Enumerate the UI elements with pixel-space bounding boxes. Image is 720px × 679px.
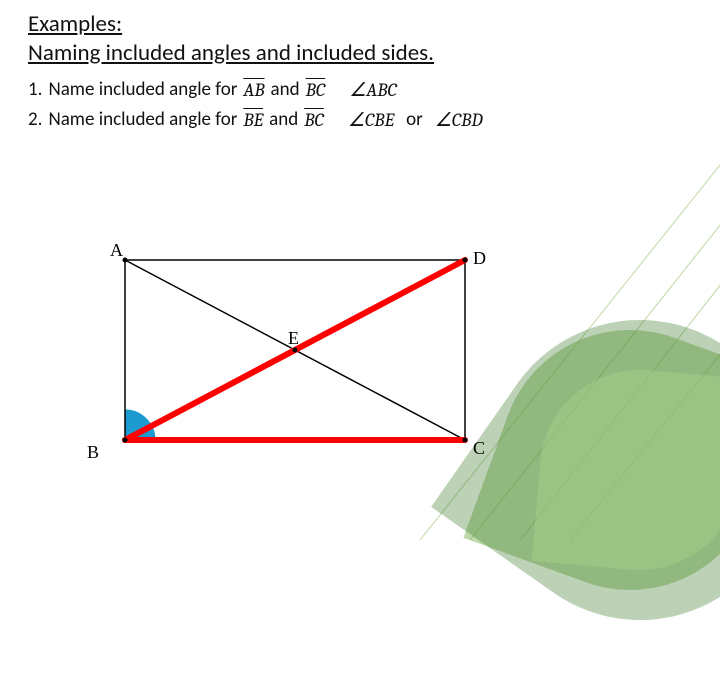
vertex-dot — [463, 438, 468, 443]
q2-answer-2: ∠CBD — [435, 109, 483, 131]
vertex-dot — [123, 438, 128, 443]
vertex-dot — [123, 258, 128, 263]
q1-seg-bc: BC — [306, 79, 326, 101]
q1-and: and — [271, 78, 300, 101]
q2-and: and — [269, 108, 298, 131]
slide-title: Examples: Naming included angles and inc… — [28, 10, 434, 68]
title-line-2: Naming included angles and included side… — [28, 39, 434, 67]
q2-answer-1: ∠CBE — [348, 109, 394, 131]
question-2: 2. Name included angle for BE and BC ∠CB… — [28, 108, 483, 131]
q2-number: 2. — [28, 108, 42, 131]
vertex-label-c: C — [473, 438, 485, 459]
question-1: 1. Name included angle for AB and BC ∠AB… — [28, 78, 397, 101]
q2-seg-be: BE — [243, 109, 263, 131]
q1-lead: Name included angle for — [48, 78, 237, 101]
vertex-dot — [463, 258, 468, 263]
figure-svg — [95, 250, 495, 465]
vertex-label-b: B — [87, 442, 99, 463]
title-line-1: Examples: — [28, 10, 122, 38]
q1-answer: ∠ABC — [349, 79, 397, 101]
geometry-figure: ADBCE — [95, 250, 495, 465]
q2-lead: Name included angle for — [48, 108, 237, 131]
q2-seg-bc: BC — [304, 109, 324, 131]
vertex-label-a: A — [110, 240, 123, 261]
slide: Examples: Naming included angles and inc… — [0, 0, 720, 540]
q2-or: or — [406, 108, 423, 131]
q1-seg-ab: AB — [243, 79, 264, 101]
q1-number: 1. — [28, 78, 42, 101]
vertex-label-d: D — [473, 248, 486, 269]
vertex-label-e: E — [288, 328, 299, 349]
